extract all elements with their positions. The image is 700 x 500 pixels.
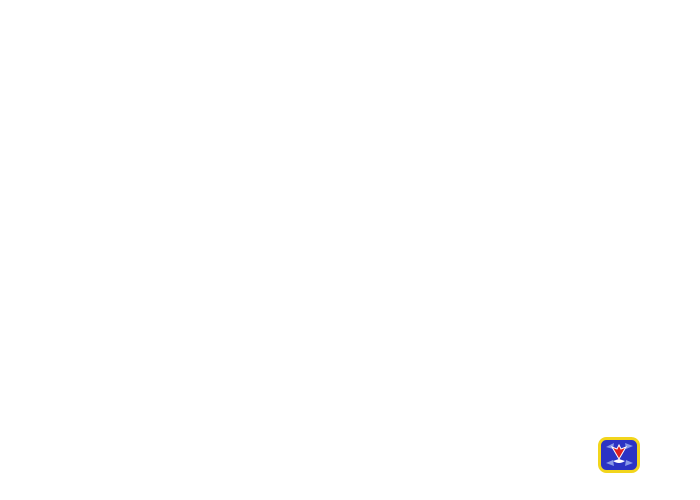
zeal-logo xyxy=(598,437,640,473)
zeal-logo-image xyxy=(598,437,640,473)
